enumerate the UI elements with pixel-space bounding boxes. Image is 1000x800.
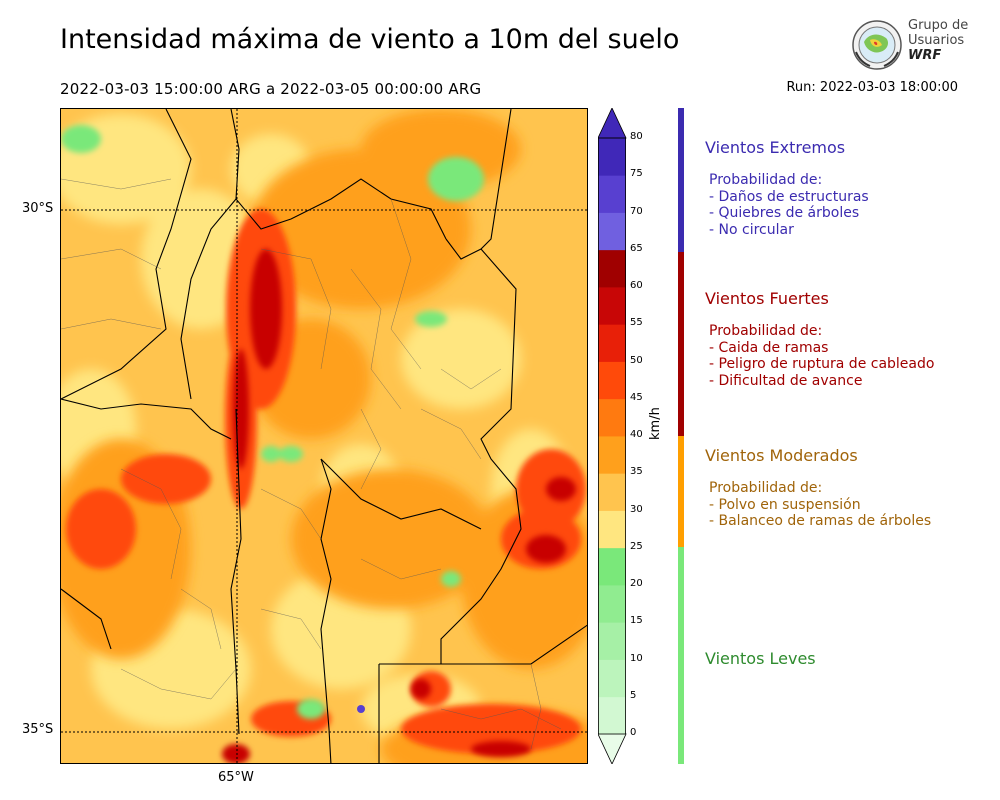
category-line: - Balanceo de ramas de árboles <box>709 513 932 529</box>
colorbar-segment <box>598 212 626 251</box>
category-title-leves: Vientos Leves <box>705 649 816 668</box>
run-timestamp: Run: 2022-03-03 18:00:00 <box>786 80 958 95</box>
colorbar-tick-label: 10 <box>630 652 643 664</box>
colorbar-segment <box>598 398 626 437</box>
colorbar-tick-label: 80 <box>630 131 643 142</box>
logo-line-2: Usuarios <box>908 33 965 48</box>
category-title-extremos: Vientos Extremos <box>705 138 846 157</box>
colorbar-tick-label: 70 <box>630 205 643 217</box>
colorbar-frame <box>598 137 627 735</box>
category-line: - Polvo en suspensión <box>709 496 861 513</box>
colorbar-min-extension <box>598 733 627 764</box>
colorbar-tick-label: 25 <box>630 540 643 552</box>
colorbar-segment <box>598 324 626 362</box>
colorbar-segment <box>598 510 626 549</box>
category-body-fuertes: Probabilidad de: - Caida de ramas - Peli… <box>709 323 934 389</box>
wind-field-light-green <box>61 125 484 719</box>
category-line: Probabilidad de: <box>709 172 823 188</box>
colorbar-segment <box>598 287 626 325</box>
wind-field-very-strong <box>222 249 576 763</box>
colorbar-tick-label: 45 <box>630 391 643 403</box>
colorbar-segment <box>598 696 626 735</box>
colorbar-tick-label: 40 <box>630 429 643 440</box>
category-body-moderados: Probabilidad de: - Polvo en suspensión -… <box>709 480 931 530</box>
department-boundaries <box>61 178 562 750</box>
colorbar-segment <box>598 473 626 511</box>
wind-map-svg <box>61 109 587 763</box>
colorbar-segment <box>598 175 626 213</box>
legend-bar-leves <box>678 547 684 764</box>
colorbar-tick-label: 65 <box>630 242 643 254</box>
category-line: - Daños de estructuras <box>709 188 869 205</box>
lon-label-65w: 65°W <box>218 770 254 785</box>
colorbar-tick-label: 5 <box>630 689 637 701</box>
category-line: - Quiebres de árboles <box>709 205 860 221</box>
colorbar-tick-label: 0 <box>630 727 637 738</box>
globe-emblem-icon <box>852 20 902 70</box>
category-line: Probabilidad de: <box>709 323 823 339</box>
colorbar-segment <box>598 547 626 586</box>
legend-bar-fuertes <box>678 252 684 436</box>
colorbar-segment <box>598 585 626 623</box>
category-line: Probabilidad de: <box>709 480 823 496</box>
colorbar-segment <box>598 436 626 474</box>
forecast-period: 2022-03-03 15:00:00 ARG a 2022-03-05 00:… <box>60 80 482 98</box>
extreme-wind-spot <box>357 705 365 713</box>
logo-line-3: WRF <box>908 48 942 63</box>
colorbar-tick-label: 30 <box>630 503 643 515</box>
logo-text: Grupo de Usuarios WRF <box>908 18 968 63</box>
colorbar-tick-label: 35 <box>630 466 643 478</box>
colorbar-tick-label: 15 <box>630 615 643 627</box>
legend-bar-extremos <box>678 108 684 252</box>
legend-bar-moderados <box>678 436 684 547</box>
wrf-logo: Grupo de Usuarios WRF <box>850 18 970 72</box>
colorbar-tick-label: 20 <box>630 578 643 589</box>
colorbar-segment <box>598 622 626 660</box>
category-line: - Dificultad de avance <box>709 372 863 389</box>
colorbar <box>598 108 627 764</box>
colorbar-unit: km/h <box>648 407 663 440</box>
colorbar-max-extension <box>598 108 627 139</box>
category-title-fuertes: Vientos Fuertes <box>705 289 829 308</box>
colorbar-tick-label: 75 <box>630 168 643 180</box>
category-title-moderados: Vientos Moderados <box>705 446 858 465</box>
category-body-extremos: Probabilidad de: - Daños de estructuras … <box>709 172 869 238</box>
colorbar-tick-label: 60 <box>630 280 643 291</box>
category-line: - No circular <box>709 221 794 238</box>
colorbar-tick-label: 50 <box>630 354 643 366</box>
colorbar-tick-label: 55 <box>630 317 643 329</box>
category-line: - Caida de ramas <box>709 339 829 356</box>
colorbar-segment <box>598 249 626 288</box>
logo-line-1: Grupo de <box>908 18 969 33</box>
lat-label-35s: 35°S <box>22 722 54 737</box>
map-title: Intensidad máxima de viento a 10m del su… <box>60 24 680 55</box>
colorbar-segment <box>598 361 626 400</box>
category-line: - Peligro de ruptura de cableado <box>709 356 935 372</box>
wind-map[interactable] <box>60 108 588 764</box>
lat-label-30s: 30°S <box>22 201 54 216</box>
colorbar-segment <box>598 659 626 698</box>
colorbar-segment <box>598 138 626 176</box>
